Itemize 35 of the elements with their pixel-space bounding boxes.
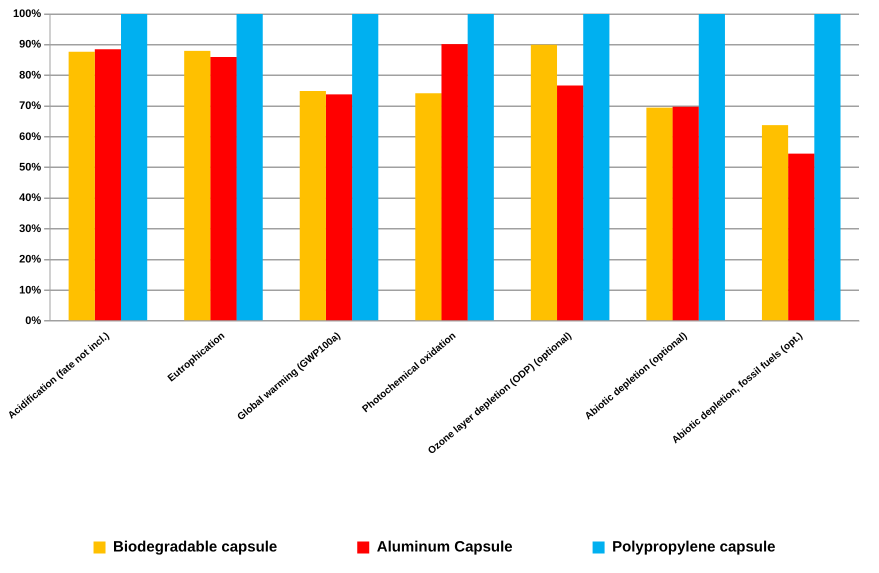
bar — [121, 14, 148, 320]
y-tick-label: 100% — [12, 8, 42, 20]
y-tick-label: 70% — [19, 100, 42, 112]
y-tick-label: 10% — [19, 284, 42, 296]
bar — [530, 44, 558, 320]
y-tick-label: 90% — [19, 38, 42, 51]
bar — [762, 125, 788, 320]
bar — [814, 14, 841, 320]
bar — [646, 108, 673, 320]
y-tick-label: 30% — [19, 222, 42, 235]
bar — [672, 106, 699, 320]
bar — [94, 49, 122, 320]
bar — [468, 14, 494, 320]
y-tick-label: 0% — [25, 314, 42, 327]
legend-label: Polypropylene capsule — [612, 538, 776, 556]
y-tick-label: 80% — [19, 69, 42, 82]
bar — [415, 93, 442, 320]
bar — [300, 91, 326, 320]
bar — [326, 94, 352, 320]
y-tick-label: 40% — [19, 192, 42, 204]
y-tick-label: 60% — [19, 130, 42, 143]
bar — [583, 14, 610, 320]
bar — [184, 50, 210, 320]
y-tick-label: 20% — [19, 254, 42, 266]
bar — [557, 86, 584, 320]
bar — [698, 14, 725, 320]
bar — [352, 14, 378, 320]
legend-label: Biodegradable capsule — [113, 538, 278, 556]
legend-label: Aluminum Capsule — [376, 538, 513, 556]
bar — [441, 44, 468, 320]
bar — [788, 154, 814, 320]
y-tick-label: 50% — [19, 162, 42, 174]
bar — [236, 14, 263, 320]
bar — [68, 52, 95, 320]
bar — [210, 56, 237, 320]
